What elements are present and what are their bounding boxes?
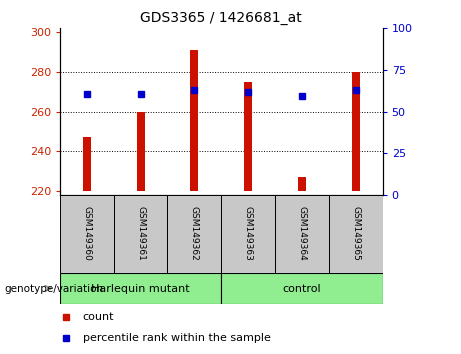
Bar	[190, 50, 198, 191]
Text: genotype/variation: genotype/variation	[5, 284, 104, 293]
Bar	[136, 112, 145, 191]
Bar	[352, 72, 360, 191]
Text: control: control	[283, 284, 321, 293]
Bar	[60, 273, 221, 304]
Bar	[221, 195, 275, 273]
Text: GSM149364: GSM149364	[297, 206, 307, 261]
Title: GDS3365 / 1426681_at: GDS3365 / 1426681_at	[141, 11, 302, 24]
Text: GSM149361: GSM149361	[136, 206, 145, 261]
Bar	[83, 137, 91, 191]
Bar	[114, 195, 167, 273]
Bar	[298, 177, 306, 191]
Bar	[221, 273, 383, 304]
Text: GSM149362: GSM149362	[190, 206, 199, 261]
Text: GSM149360: GSM149360	[83, 206, 91, 261]
Text: Harlequin mutant: Harlequin mutant	[91, 284, 190, 293]
Bar	[60, 195, 114, 273]
Bar	[275, 195, 329, 273]
Bar	[167, 195, 221, 273]
Text: count: count	[83, 312, 114, 322]
Text: percentile rank within the sample: percentile rank within the sample	[83, 332, 271, 343]
Bar	[244, 82, 252, 191]
Text: GSM149365: GSM149365	[351, 206, 360, 261]
Bar	[329, 195, 383, 273]
Text: GSM149363: GSM149363	[244, 206, 253, 261]
